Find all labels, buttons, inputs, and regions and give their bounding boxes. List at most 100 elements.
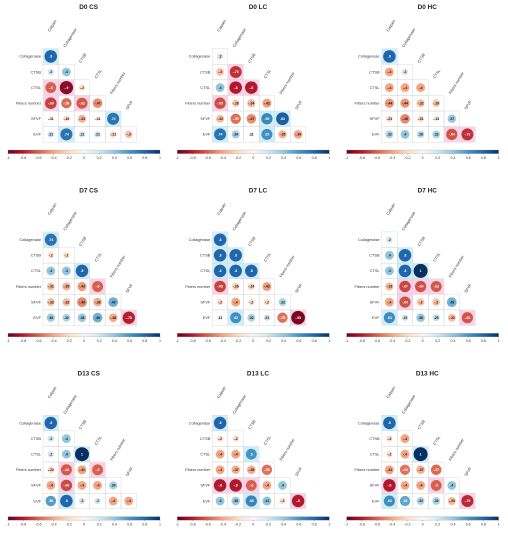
corr-circle xyxy=(416,313,425,323)
corr-value: .4 xyxy=(388,269,391,273)
row-label-ctsb: CTSB xyxy=(369,69,380,74)
cell-border xyxy=(120,493,137,509)
corr-value: -.32 xyxy=(217,117,223,121)
colorbar-tick-label: -1 xyxy=(6,156,9,160)
corr-value: -.38 xyxy=(248,468,254,472)
panel-title: D13 HC xyxy=(416,371,439,378)
corr-value: .49 xyxy=(111,300,116,304)
corr-circle xyxy=(231,130,240,139)
corr-value: -.55 xyxy=(233,117,239,121)
corr-value: .32 xyxy=(249,316,254,320)
colorbar-tick-label: -0.8 xyxy=(189,156,195,160)
row-label-evf: EVF xyxy=(203,498,211,503)
corr-value: -.41 xyxy=(79,468,85,472)
corr-value: -.28 xyxy=(233,101,239,105)
colorbar-tick-label: 0.4 xyxy=(451,156,456,160)
colorbar-tick-label: -0.4 xyxy=(50,339,56,343)
cell-border xyxy=(459,309,476,326)
row-label-ctsl: CTSL xyxy=(31,85,42,90)
row-label-ctsb: CTSB xyxy=(31,253,42,258)
colorbar-tick-label: -0.8 xyxy=(20,339,26,343)
corr-circle xyxy=(94,497,101,505)
corr-value: -.4 xyxy=(234,300,238,304)
corr-circle xyxy=(248,298,255,306)
panel-title: D13 LC xyxy=(247,371,269,378)
corr-value: -.2 xyxy=(49,254,53,258)
colorbar-tick-label: -1 xyxy=(6,339,9,343)
corr-value: .74 xyxy=(64,133,69,137)
corr-circle xyxy=(278,298,287,307)
colorbar-tick-label: -0.4 xyxy=(389,522,395,526)
row-label-ctsb: CTSB xyxy=(369,253,380,258)
colorbar-tick-label: -0.2 xyxy=(404,156,410,160)
corr-circle xyxy=(384,297,394,307)
corr-value: -.2 xyxy=(80,86,84,90)
corr-circle xyxy=(447,114,457,124)
corr-value: -.21 xyxy=(418,117,424,121)
diag-label-collagenase: Collagenase xyxy=(231,27,247,48)
diag-label-calpain: Calpain xyxy=(216,202,227,216)
corr-value: -.11 xyxy=(48,117,54,121)
colorbar-tick-label: 0.4 xyxy=(112,156,117,160)
colorbar-tick-label: 0.4 xyxy=(281,522,286,526)
corr-circle xyxy=(44,97,57,110)
colorbar-tick-label: 0.6 xyxy=(127,339,132,343)
corr-value: -.4 xyxy=(218,468,222,472)
diag-label-calpain: Calpain xyxy=(385,202,396,216)
corr-circle xyxy=(399,280,411,293)
row-label-fibers-number: Fibers number xyxy=(185,467,211,472)
corr-circle xyxy=(60,128,73,141)
diag-label-ctsb: CTSB xyxy=(247,419,257,431)
diag-label-sfvf: SFVF xyxy=(463,466,473,478)
corr-value: -.6 xyxy=(96,285,100,289)
colorbar-tick-label: 0.2 xyxy=(435,156,440,160)
corr-value: -.6 xyxy=(434,484,438,488)
corr-value: -.34 xyxy=(79,117,85,121)
panel-d0-hc: D0 HC Calpain Collagenase CTSB CTSL Fibers nu… xyxy=(345,4,500,160)
corr-value: -.4 xyxy=(127,499,131,503)
colorbar-tick-label: -0.8 xyxy=(20,156,26,160)
colorbar-tick-label: 0.6 xyxy=(296,156,301,160)
corr-value: .2 xyxy=(49,70,52,74)
corr-circle xyxy=(399,495,411,507)
corr-circle xyxy=(77,465,87,475)
corr-value: -.48 xyxy=(402,117,408,121)
diag-label-sfvf: SFVF xyxy=(124,282,134,294)
corr-value: -.4 xyxy=(111,499,115,503)
row-label-ctsl: CTSL xyxy=(200,85,211,90)
corr-circle xyxy=(432,130,441,139)
corr-circle xyxy=(248,132,254,137)
corr-circle xyxy=(383,50,396,63)
corr-circle xyxy=(230,312,242,324)
diag-label-ctsb: CTSB xyxy=(416,419,426,431)
corr-value: .28 xyxy=(418,133,423,137)
diag-label-sfvf: SFVF xyxy=(294,466,304,478)
corr-circle xyxy=(63,252,70,259)
corr-circle xyxy=(278,130,287,139)
colorbar-tick-label: -0.6 xyxy=(374,522,380,526)
corr-value: .74 xyxy=(48,238,53,242)
corr-circle xyxy=(46,298,55,307)
corr-circle xyxy=(76,97,88,109)
colorbar-tick-label: -1 xyxy=(345,156,348,160)
corr-circle xyxy=(107,112,120,125)
diag-label-ctsl: CTSL xyxy=(263,68,273,80)
colorbar-tick-label: -0.6 xyxy=(35,339,41,343)
diag-label-fibers-number: Fibers number xyxy=(109,70,127,95)
corr-circle xyxy=(261,128,273,140)
corr-value: -.42 xyxy=(264,285,270,289)
diag-label-calpain: Calpain xyxy=(385,385,396,399)
corr-circle xyxy=(416,99,425,108)
colorbar-tick-label: 1 xyxy=(159,339,161,343)
colorbar-tick-label: 0.2 xyxy=(97,156,102,160)
cell-border xyxy=(290,126,307,143)
colorbar-tick-label: 0.6 xyxy=(296,522,301,526)
corr-circle xyxy=(59,80,74,95)
corr-circle xyxy=(432,314,440,322)
corr-value: -.55 xyxy=(264,468,270,472)
corr-value: -.64 xyxy=(418,285,424,289)
colorbar-tick-label: -0.6 xyxy=(35,156,41,160)
corr-circle xyxy=(78,131,86,138)
corr-value: .32 xyxy=(434,499,439,503)
